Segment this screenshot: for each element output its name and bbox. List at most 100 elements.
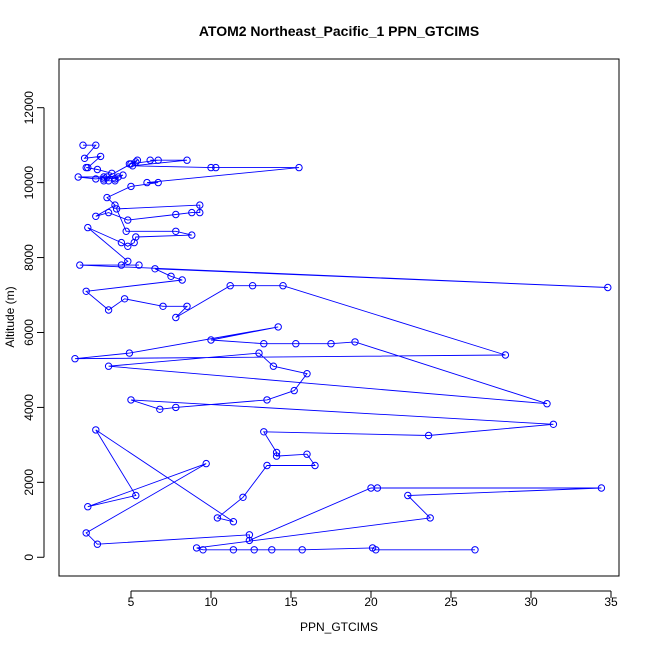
data-point <box>268 546 276 554</box>
data-point <box>604 283 612 292</box>
data-point <box>351 338 359 346</box>
data-point <box>156 405 164 413</box>
data-point <box>71 355 79 363</box>
data-point <box>424 431 433 440</box>
data-point <box>250 546 258 554</box>
data-point <box>103 193 111 202</box>
data-point <box>135 261 143 269</box>
y-tick-label: 4000 <box>22 394 36 421</box>
data-point <box>372 546 380 554</box>
x-axis-label: PPN_GTCIMS <box>300 620 378 634</box>
data-point <box>82 287 90 295</box>
data-point <box>471 546 479 554</box>
data-point <box>192 544 201 552</box>
data-point <box>127 182 135 191</box>
data-point <box>549 420 558 428</box>
data-point <box>167 272 175 280</box>
data-point <box>92 141 100 149</box>
plot-frame <box>58 58 620 577</box>
data-point <box>146 156 154 164</box>
data-point <box>114 173 122 181</box>
x-tick-label: 5 <box>128 595 135 609</box>
data-point <box>82 163 90 172</box>
y-axis: 0 2000 4000 6000 8000 10000 12000 <box>22 91 45 561</box>
data-point <box>132 491 140 500</box>
data-point <box>104 306 113 314</box>
data-point <box>143 178 151 187</box>
data-point <box>245 531 254 539</box>
data-point <box>213 514 222 522</box>
data-point <box>229 518 238 526</box>
data-point <box>239 493 247 501</box>
data-point <box>128 162 137 170</box>
data-point <box>501 351 510 359</box>
data-point <box>199 546 207 554</box>
x-tick-label: 35 <box>604 595 618 609</box>
data-point <box>597 484 606 492</box>
data-point <box>96 152 105 161</box>
data-point <box>245 536 254 545</box>
data-point <box>80 154 89 163</box>
data-point <box>84 223 92 232</box>
data-point <box>122 227 130 236</box>
data-point <box>263 396 271 404</box>
chart-title: ATOM2 Northeast_Pacific_1 PPN_GTCIMS <box>199 23 479 39</box>
y-tick-label: 2000 <box>22 469 36 496</box>
data-point <box>303 450 311 458</box>
data-point <box>92 426 100 434</box>
data-point <box>111 201 119 209</box>
data-point <box>117 238 126 247</box>
data-point <box>426 514 434 522</box>
data-point <box>196 208 204 217</box>
data-point <box>125 349 134 357</box>
data-point <box>124 242 132 251</box>
data-point <box>172 227 180 236</box>
data-point <box>104 208 113 217</box>
data-point <box>255 349 263 357</box>
data-point <box>404 491 412 500</box>
data-point <box>202 459 210 468</box>
data-point <box>120 295 129 303</box>
data-point <box>196 201 204 209</box>
y-tick-label: 0 <box>22 554 36 561</box>
data-point <box>272 448 281 457</box>
data-point <box>178 276 186 284</box>
data-point <box>127 396 135 404</box>
data-point <box>124 216 132 224</box>
y-tick-label: 6000 <box>22 319 36 346</box>
data-point <box>207 336 215 344</box>
series-points <box>71 141 612 554</box>
series-lines <box>74 144 608 551</box>
x-tick-label: 10 <box>204 595 218 609</box>
data-point <box>263 461 271 470</box>
data-point <box>130 238 138 247</box>
data-point <box>212 163 220 172</box>
data-point <box>112 205 121 213</box>
data-point <box>292 340 300 348</box>
data-point <box>290 386 298 395</box>
data-point <box>154 156 162 164</box>
data-point <box>76 261 84 269</box>
data-point <box>183 156 191 164</box>
data-point <box>188 208 196 217</box>
data-point <box>279 282 287 290</box>
x-tick-label: 30 <box>524 595 538 609</box>
data-point <box>82 529 90 537</box>
data-point <box>274 323 282 331</box>
data-point <box>92 212 100 221</box>
x-axis: 5 10 15 20 25 30 35 <box>128 590 618 609</box>
data-point <box>311 461 319 470</box>
data-point <box>108 169 116 178</box>
data-point <box>183 302 191 310</box>
data-point <box>172 210 180 219</box>
data-point <box>133 156 142 164</box>
data-point <box>119 171 127 179</box>
y-tick-label: 10000 <box>22 166 36 200</box>
data-point <box>159 302 167 310</box>
data-point <box>272 452 281 460</box>
data-point <box>84 503 92 511</box>
data-point <box>303 370 311 378</box>
data-point <box>260 428 268 436</box>
